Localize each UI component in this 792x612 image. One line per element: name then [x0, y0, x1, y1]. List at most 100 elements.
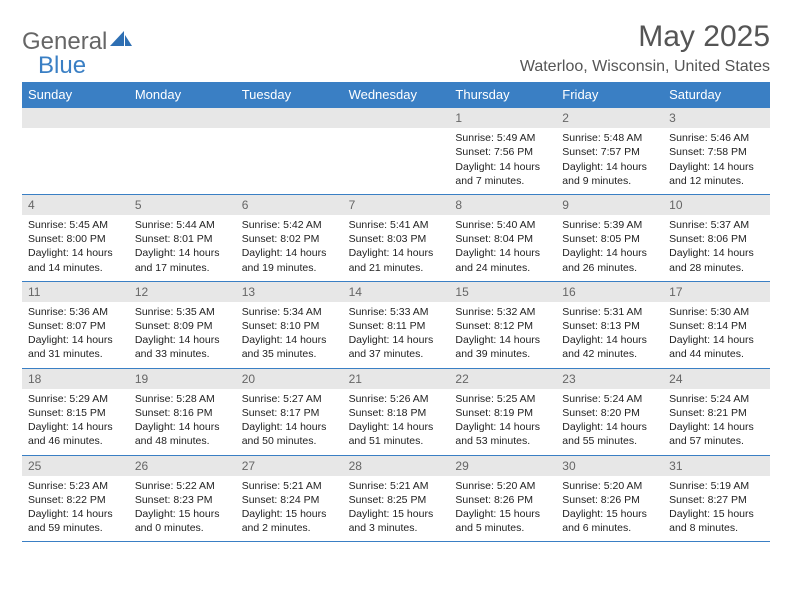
- day-details: Sunrise: 5:20 AMSunset: 8:26 PMDaylight:…: [556, 476, 663, 542]
- day-number: [129, 108, 236, 128]
- day-details: Sunrise: 5:25 AMSunset: 8:19 PMDaylight:…: [449, 389, 556, 455]
- sunrise-text: Sunrise: 5:32 AM: [455, 305, 550, 319]
- calendar-cell: 27Sunrise: 5:21 AMSunset: 8:24 PMDayligh…: [236, 456, 343, 542]
- day-details: Sunrise: 5:24 AMSunset: 8:20 PMDaylight:…: [556, 389, 663, 455]
- daylight-text: Daylight: 14 hours and 48 minutes.: [135, 420, 230, 448]
- calendar-cell: 5Sunrise: 5:44 AMSunset: 8:01 PMDaylight…: [129, 195, 236, 281]
- day-details: Sunrise: 5:20 AMSunset: 8:26 PMDaylight:…: [449, 476, 556, 542]
- day-details: Sunrise: 5:42 AMSunset: 8:02 PMDaylight:…: [236, 215, 343, 281]
- day-details: Sunrise: 5:45 AMSunset: 8:00 PMDaylight:…: [22, 215, 129, 281]
- daylight-text: Daylight: 14 hours and 35 minutes.: [242, 333, 337, 361]
- daylight-text: Daylight: 14 hours and 44 minutes.: [669, 333, 764, 361]
- day-number: 7: [343, 195, 450, 215]
- sunset-text: Sunset: 8:22 PM: [28, 493, 123, 507]
- calendar-cell: 22Sunrise: 5:25 AMSunset: 8:19 PMDayligh…: [449, 369, 556, 455]
- sunset-text: Sunset: 8:18 PM: [349, 406, 444, 420]
- sunrise-text: Sunrise: 5:44 AM: [135, 218, 230, 232]
- sunset-text: Sunset: 8:14 PM: [669, 319, 764, 333]
- week-row: 11Sunrise: 5:36 AMSunset: 8:07 PMDayligh…: [22, 281, 770, 368]
- calendar-cell: 20Sunrise: 5:27 AMSunset: 8:17 PMDayligh…: [236, 369, 343, 455]
- day-details: Sunrise: 5:31 AMSunset: 8:13 PMDaylight:…: [556, 302, 663, 368]
- sunrise-text: Sunrise: 5:21 AM: [349, 479, 444, 493]
- day-number: 18: [22, 369, 129, 389]
- daylight-text: Daylight: 14 hours and 28 minutes.: [669, 246, 764, 274]
- day-number: 9: [556, 195, 663, 215]
- daylight-text: Daylight: 14 hours and 19 minutes.: [242, 246, 337, 274]
- sunset-text: Sunset: 8:17 PM: [242, 406, 337, 420]
- calendar-cell: 28Sunrise: 5:21 AMSunset: 8:25 PMDayligh…: [343, 456, 450, 542]
- day-number: 26: [129, 456, 236, 476]
- sunrise-text: Sunrise: 5:23 AM: [28, 479, 123, 493]
- sunrise-text: Sunrise: 5:27 AM: [242, 392, 337, 406]
- day-number: [22, 108, 129, 128]
- calendar-cell: 11Sunrise: 5:36 AMSunset: 8:07 PMDayligh…: [22, 282, 129, 368]
- day-details: [236, 128, 343, 178]
- calendar-cell: 8Sunrise: 5:40 AMSunset: 8:04 PMDaylight…: [449, 195, 556, 281]
- day-details: Sunrise: 5:28 AMSunset: 8:16 PMDaylight:…: [129, 389, 236, 455]
- sunset-text: Sunset: 8:12 PM: [455, 319, 550, 333]
- sunset-text: Sunset: 7:56 PM: [455, 145, 550, 159]
- day-header-row: Sunday Monday Tuesday Wednesday Thursday…: [22, 82, 770, 107]
- day-details: Sunrise: 5:32 AMSunset: 8:12 PMDaylight:…: [449, 302, 556, 368]
- day-number: 5: [129, 195, 236, 215]
- daylight-text: Daylight: 14 hours and 9 minutes.: [562, 160, 657, 188]
- day-number: 19: [129, 369, 236, 389]
- weeks-container: 1Sunrise: 5:49 AMSunset: 7:56 PMDaylight…: [22, 107, 770, 542]
- day-number: 6: [236, 195, 343, 215]
- day-header-fri: Friday: [556, 82, 663, 107]
- daylight-text: Daylight: 14 hours and 57 minutes.: [669, 420, 764, 448]
- calendar-cell: 23Sunrise: 5:24 AMSunset: 8:20 PMDayligh…: [556, 369, 663, 455]
- calendar-cell: [236, 108, 343, 194]
- daylight-text: Daylight: 14 hours and 39 minutes.: [455, 333, 550, 361]
- sunset-text: Sunset: 8:16 PM: [135, 406, 230, 420]
- calendar-cell: 1Sunrise: 5:49 AMSunset: 7:56 PMDaylight…: [449, 108, 556, 194]
- calendar-cell: 6Sunrise: 5:42 AMSunset: 8:02 PMDaylight…: [236, 195, 343, 281]
- sunset-text: Sunset: 8:25 PM: [349, 493, 444, 507]
- daylight-text: Daylight: 14 hours and 46 minutes.: [28, 420, 123, 448]
- sunset-text: Sunset: 8:03 PM: [349, 232, 444, 246]
- calendar-cell: 3Sunrise: 5:46 AMSunset: 7:58 PMDaylight…: [663, 108, 770, 194]
- day-number: 27: [236, 456, 343, 476]
- sunset-text: Sunset: 8:10 PM: [242, 319, 337, 333]
- calendar-cell: 12Sunrise: 5:35 AMSunset: 8:09 PMDayligh…: [129, 282, 236, 368]
- sunrise-text: Sunrise: 5:49 AM: [455, 131, 550, 145]
- week-row: 18Sunrise: 5:29 AMSunset: 8:15 PMDayligh…: [22, 368, 770, 455]
- day-number: 2: [556, 108, 663, 128]
- day-details: Sunrise: 5:49 AMSunset: 7:56 PMDaylight:…: [449, 128, 556, 194]
- day-details: Sunrise: 5:41 AMSunset: 8:03 PMDaylight:…: [343, 215, 450, 281]
- day-number: 31: [663, 456, 770, 476]
- sunset-text: Sunset: 8:26 PM: [562, 493, 657, 507]
- calendar-cell: 17Sunrise: 5:30 AMSunset: 8:14 PMDayligh…: [663, 282, 770, 368]
- calendar-cell: 10Sunrise: 5:37 AMSunset: 8:06 PMDayligh…: [663, 195, 770, 281]
- sunrise-text: Sunrise: 5:24 AM: [562, 392, 657, 406]
- daylight-text: Daylight: 15 hours and 3 minutes.: [349, 507, 444, 535]
- sunset-text: Sunset: 8:27 PM: [669, 493, 764, 507]
- day-number: 30: [556, 456, 663, 476]
- calendar-cell: [129, 108, 236, 194]
- sunrise-text: Sunrise: 5:40 AM: [455, 218, 550, 232]
- day-number: 14: [343, 282, 450, 302]
- week-row: 4Sunrise: 5:45 AMSunset: 8:00 PMDaylight…: [22, 194, 770, 281]
- day-number: 8: [449, 195, 556, 215]
- day-details: Sunrise: 5:33 AMSunset: 8:11 PMDaylight:…: [343, 302, 450, 368]
- day-number: 12: [129, 282, 236, 302]
- daylight-text: Daylight: 14 hours and 14 minutes.: [28, 246, 123, 274]
- sunset-text: Sunset: 7:57 PM: [562, 145, 657, 159]
- calendar-cell: 31Sunrise: 5:19 AMSunset: 8:27 PMDayligh…: [663, 456, 770, 542]
- sunrise-text: Sunrise: 5:42 AM: [242, 218, 337, 232]
- day-header-wed: Wednesday: [343, 82, 450, 107]
- day-details: Sunrise: 5:35 AMSunset: 8:09 PMDaylight:…: [129, 302, 236, 368]
- day-details: Sunrise: 5:46 AMSunset: 7:58 PMDaylight:…: [663, 128, 770, 194]
- calendar-cell: [22, 108, 129, 194]
- sunset-text: Sunset: 8:09 PM: [135, 319, 230, 333]
- calendar-cell: 15Sunrise: 5:32 AMSunset: 8:12 PMDayligh…: [449, 282, 556, 368]
- sunrise-text: Sunrise: 5:24 AM: [669, 392, 764, 406]
- calendar-cell: 13Sunrise: 5:34 AMSunset: 8:10 PMDayligh…: [236, 282, 343, 368]
- day-details: Sunrise: 5:22 AMSunset: 8:23 PMDaylight:…: [129, 476, 236, 542]
- calendar-cell: 16Sunrise: 5:31 AMSunset: 8:13 PMDayligh…: [556, 282, 663, 368]
- sunrise-text: Sunrise: 5:26 AM: [349, 392, 444, 406]
- daylight-text: Daylight: 14 hours and 59 minutes.: [28, 507, 123, 535]
- day-number: 3: [663, 108, 770, 128]
- sunset-text: Sunset: 8:11 PM: [349, 319, 444, 333]
- day-number: 20: [236, 369, 343, 389]
